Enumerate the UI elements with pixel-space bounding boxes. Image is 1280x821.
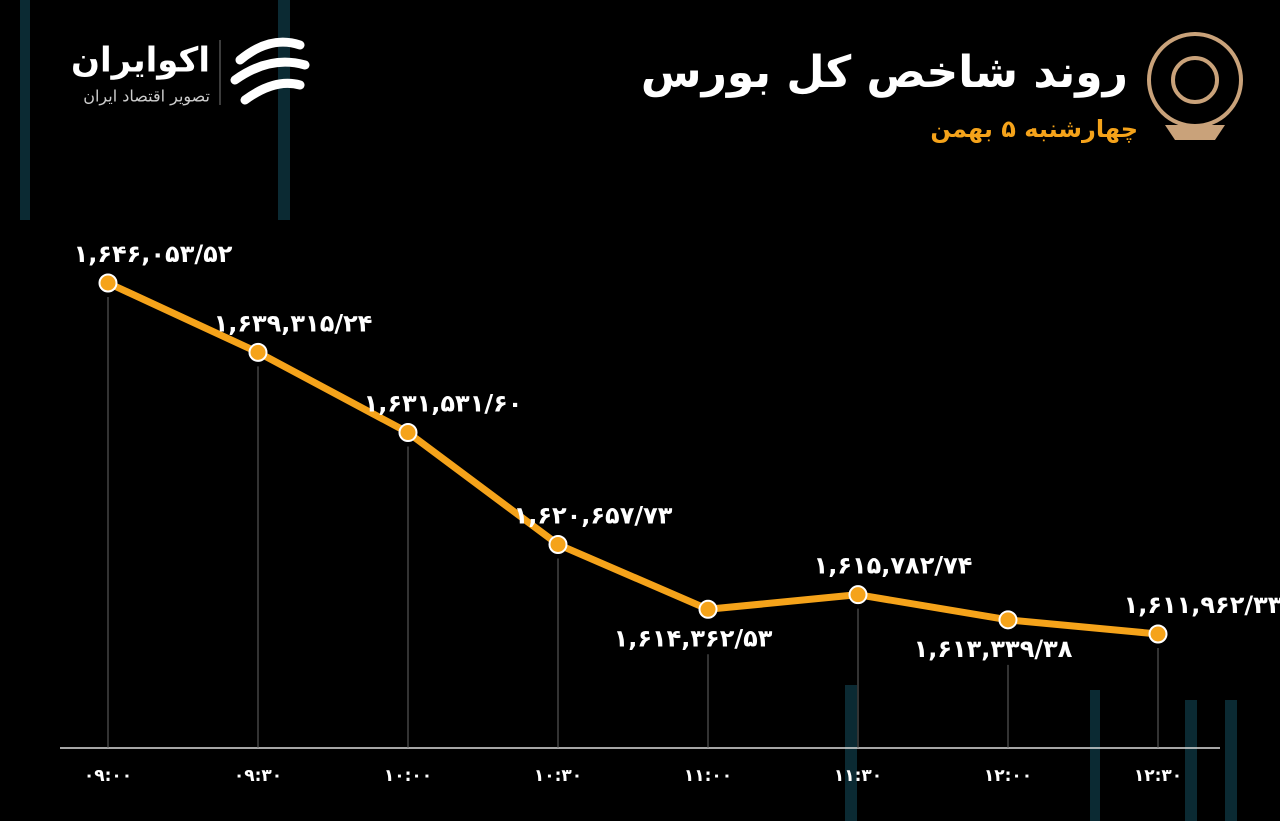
value-label: ۱,۶۲۰,۶۵۷/۷۳ [514, 501, 673, 529]
value-label: ۱,۶۳۹,۳۱۵/۲۴ [214, 309, 373, 337]
point [1148, 624, 1168, 644]
x-tick-label: ۱۱:۰۰ [684, 766, 732, 786]
value-label: ۱,۶۳۱,۵۳۱/۶۰ [364, 390, 523, 418]
x-tick-label: ۱۰:۰۰ [384, 766, 432, 786]
emblem [1147, 32, 1243, 140]
value-label: ۱,۶۱۵,۷۸۲/۷۴ [814, 552, 973, 580]
chart-subtitle: چهارشنبه ۵ بهمن [930, 115, 1138, 143]
x-tick-label: ۱۲:۰۰ [984, 766, 1032, 786]
brand-logo [219, 37, 310, 105]
value-label: ۱,۶۱۴,۳۶۲/۵۳ [614, 624, 773, 652]
point [398, 423, 418, 443]
point [698, 599, 718, 619]
background-decoration [20, 0, 1237, 821]
x-tick-label: ۱۰:۳۰ [534, 766, 582, 786]
point [98, 273, 118, 293]
x-tick-label: ۰۹:۳۰ [234, 766, 282, 786]
point [998, 610, 1018, 630]
x-tick-label: ۱۲:۳۰ [1134, 766, 1182, 786]
x-tick-label: ۰۹:۰۰ [84, 766, 132, 786]
point [848, 585, 868, 605]
brand-tagline: تصویر اقتصاد ایران [83, 87, 210, 107]
chart-title: روند شاخص کل بورس [641, 47, 1128, 98]
brand-name: اکوایران [71, 41, 210, 81]
value-label: ۱,۶۱۱,۹۶۲/۳۳ [1124, 591, 1280, 619]
value-label: ۱,۶۴۶,۰۵۳/۵۲ [74, 240, 233, 268]
x-tick-label: ۱۱:۳۰ [834, 766, 882, 786]
line [106, 279, 1159, 638]
point [548, 534, 568, 554]
value-label: ۱,۶۱۳,۳۳۹/۳۸ [914, 635, 1073, 663]
point [248, 342, 268, 362]
